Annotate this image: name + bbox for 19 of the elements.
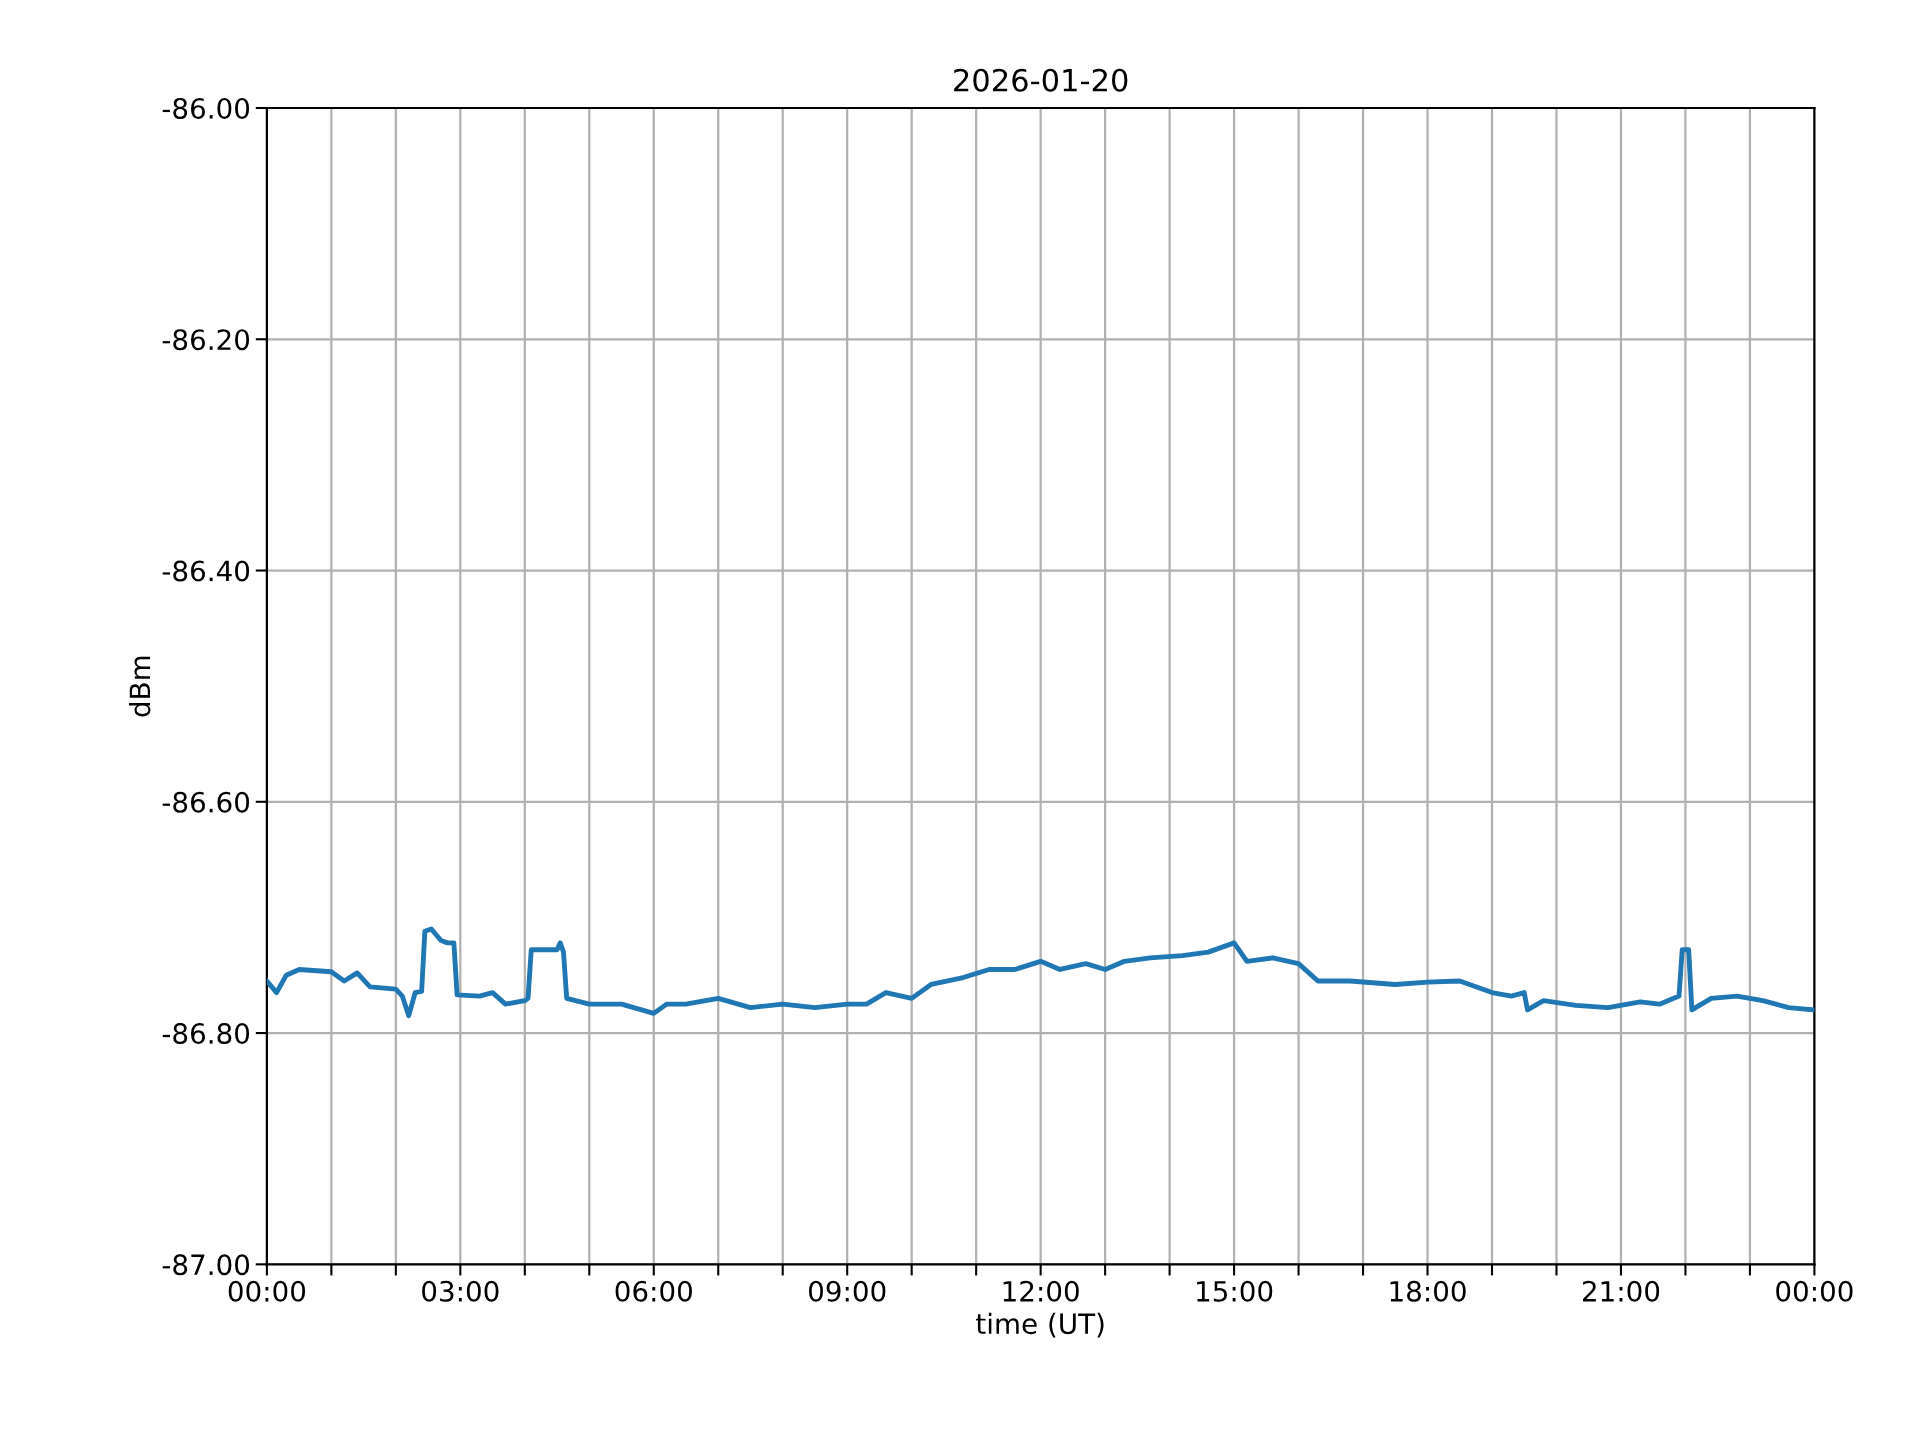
x-tick-label: 06:00 <box>615 1280 692 1302</box>
x-tick-label: 00:00 <box>1776 1280 1853 1302</box>
y-axis-title: dBm <box>128 656 151 717</box>
x-tick-label: 18:00 <box>1390 1280 1466 1302</box>
y-tick-label: -86.00 <box>162 97 250 119</box>
y-tick-label: -86.60 <box>162 791 250 813</box>
x-tick-label: 15:00 <box>1197 1280 1273 1302</box>
x-tick-label: 03:00 <box>422 1280 499 1302</box>
chart-title: 2026-01-20 <box>954 68 1128 92</box>
y-tick-label: -86.20 <box>162 329 250 351</box>
y-tick-label: -87.00 <box>162 1254 250 1276</box>
y-tick-label: -86.40 <box>162 560 250 582</box>
x-tick-label: 00:00 <box>228 1280 306 1302</box>
x-tick-label: 12:00 <box>1003 1280 1079 1302</box>
x-axis-title: time (UT) <box>976 1312 1104 1338</box>
y-tick-label: -86.80 <box>162 1022 250 1044</box>
line-series <box>266 926 1815 1019</box>
x-tick-label: 21:00 <box>1582 1280 1660 1302</box>
x-tick-label: 09:00 <box>809 1280 886 1302</box>
